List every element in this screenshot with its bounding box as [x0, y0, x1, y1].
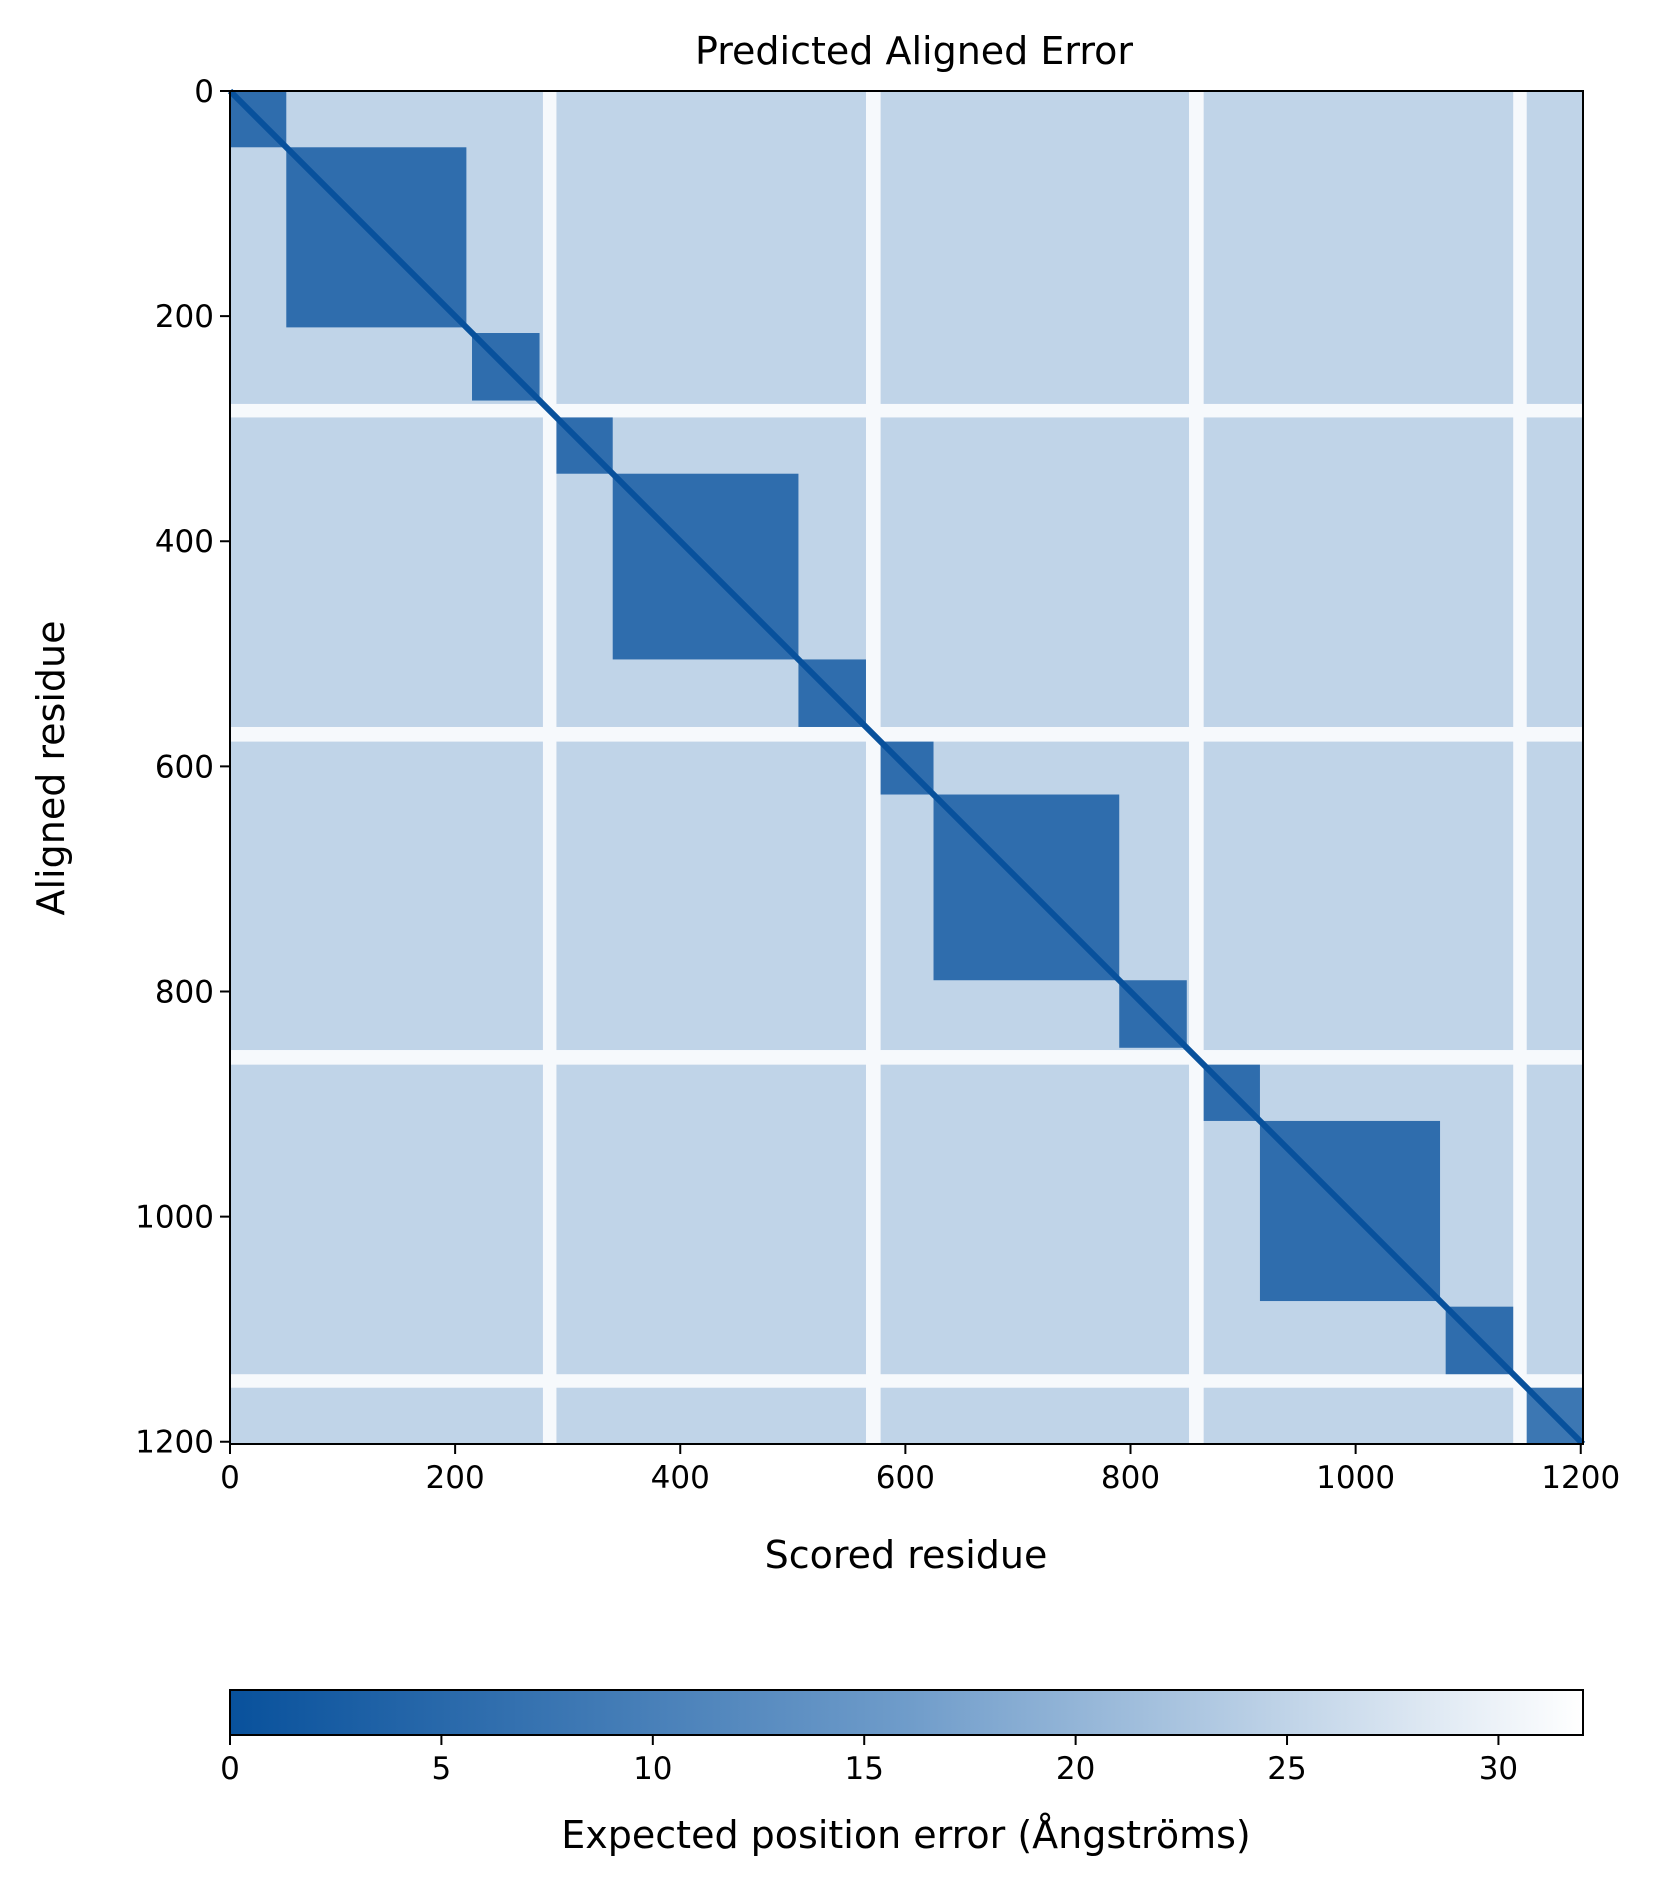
x-tick-label: 0	[220, 1460, 240, 1496]
y-tick-label: 600	[155, 749, 214, 785]
x-axis-ticks: 0 200 400 600 800 1000 1200	[220, 1444, 1620, 1496]
chart-title: Predicted Aligned Error	[695, 29, 1133, 73]
linker-col-2	[865, 91, 881, 1444]
x-tick-label: 200	[426, 1460, 485, 1496]
linker-col-1	[542, 91, 557, 1444]
y-axis-ticks: 0 200 400 600 800 1000 1200	[135, 74, 230, 1461]
colorbar-tick-label: 0	[220, 1751, 240, 1787]
diagonal	[227, 88, 1586, 1447]
heatmap	[227, 88, 1586, 1447]
colorbar-ticks: 0 5 10 15 20 25 30	[220, 1735, 1518, 1787]
linker-row-2	[230, 726, 1583, 742]
x-tick-label: 1200	[1541, 1460, 1620, 1496]
y-axis-label: Aligned residue	[29, 620, 73, 915]
y-tick-label: 1200	[135, 1425, 214, 1461]
colorbar-tick-label: 5	[432, 1751, 452, 1787]
colorbar-tick-label: 15	[844, 1751, 883, 1787]
x-tick-label: 600	[876, 1460, 935, 1496]
y-tick-label: 1000	[135, 1200, 214, 1236]
linker-row-3	[230, 1050, 1583, 1065]
colorbar	[229, 1689, 1584, 1736]
x-tick-label: 800	[1101, 1460, 1160, 1496]
colorbar-tick-label: 20	[1056, 1751, 1095, 1787]
x-axis-label: Scored residue	[765, 1533, 1048, 1577]
linker-row-4	[230, 1374, 1583, 1388]
colorbar-label: Expected position error (Ångströms)	[561, 1813, 1250, 1857]
linker-col-3	[1189, 91, 1204, 1444]
y-tick-label: 400	[155, 524, 214, 560]
x-tick-label: 400	[651, 1460, 710, 1496]
linker-col-4	[1513, 91, 1527, 1444]
linker-row-1	[230, 403, 1583, 418]
x-tick-label: 1000	[1316, 1460, 1395, 1496]
colorbar-tick-label: 25	[1267, 1751, 1306, 1787]
colorbar-tick-label: 10	[633, 1751, 672, 1787]
plot-frame	[229, 90, 1584, 1445]
y-tick-label: 200	[155, 299, 214, 335]
y-tick-label: 800	[155, 974, 214, 1010]
colorbar-tick-label: 30	[1479, 1751, 1518, 1787]
y-tick-label: 0	[194, 74, 214, 110]
